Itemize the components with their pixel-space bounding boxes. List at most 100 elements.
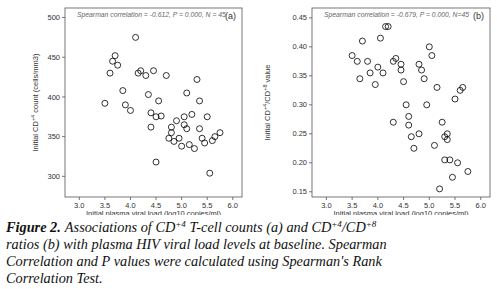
point bbox=[207, 170, 213, 176]
caption-line: ratios (b) with plasma HIV viral load le… bbox=[6, 236, 494, 253]
point bbox=[354, 58, 360, 64]
panel: 3.03.54.04.55.05.56.00.150.200.250.300.3… bbox=[262, 8, 490, 215]
point bbox=[204, 114, 210, 120]
y-tick bbox=[62, 17, 65, 18]
point bbox=[120, 88, 126, 94]
y-tick bbox=[309, 17, 312, 18]
point bbox=[179, 143, 185, 149]
point bbox=[421, 76, 427, 82]
x-tick bbox=[181, 197, 182, 200]
panel-label: (a) bbox=[225, 11, 236, 21]
y-tick-label: 400 bbox=[47, 93, 60, 102]
y-tick bbox=[309, 133, 312, 134]
point bbox=[138, 68, 144, 74]
plot-frame bbox=[312, 8, 490, 197]
point bbox=[465, 168, 471, 174]
point bbox=[181, 114, 187, 120]
point bbox=[439, 119, 445, 125]
y-tick bbox=[62, 57, 65, 58]
point bbox=[357, 76, 363, 82]
x-tick bbox=[480, 197, 481, 200]
point bbox=[197, 98, 203, 104]
caption-text: Associations of CD+4 T-cell counts (a) a… bbox=[65, 219, 376, 235]
point bbox=[168, 130, 174, 136]
y-tick-label: 300 bbox=[47, 172, 60, 181]
x-tick bbox=[429, 197, 430, 200]
y-tick bbox=[62, 96, 65, 97]
y-tick-label: 350 bbox=[47, 132, 60, 141]
caption-label: Figure 2. bbox=[6, 219, 61, 235]
point bbox=[102, 100, 108, 106]
point bbox=[191, 146, 197, 152]
point bbox=[447, 157, 453, 163]
point bbox=[197, 126, 203, 132]
y-tick-label: 0.35 bbox=[292, 71, 307, 80]
point bbox=[426, 44, 432, 50]
y-tick bbox=[62, 136, 65, 137]
y-tick-label: 500 bbox=[47, 13, 60, 22]
point bbox=[189, 111, 195, 117]
x-tick-label: 3.0 bbox=[321, 201, 331, 210]
figure: 3.03.54.04.55.05.56.0300350400450500Init… bbox=[0, 0, 497, 215]
caption-line: Correlation Test. bbox=[6, 270, 494, 287]
panel: 3.03.54.04.55.05.56.0300350400450500Init… bbox=[30, 8, 242, 215]
point bbox=[385, 24, 391, 30]
y-tick bbox=[309, 191, 312, 192]
point bbox=[153, 159, 159, 165]
point bbox=[174, 118, 180, 124]
y-tick-label: 0.40 bbox=[292, 42, 307, 51]
point bbox=[194, 76, 200, 82]
point bbox=[393, 55, 399, 61]
y-tick-label: 0.20 bbox=[292, 158, 307, 167]
points bbox=[349, 24, 471, 192]
point bbox=[411, 145, 417, 151]
y-tick bbox=[309, 75, 312, 76]
point bbox=[151, 68, 157, 74]
plot-frame bbox=[65, 8, 242, 197]
point bbox=[401, 79, 407, 85]
point bbox=[372, 82, 378, 88]
point bbox=[148, 110, 154, 116]
x-axis-label: Initial plasma viral load (log10 copies/… bbox=[333, 209, 469, 215]
point bbox=[143, 73, 149, 79]
x-tick bbox=[455, 197, 456, 200]
point bbox=[133, 34, 139, 40]
point bbox=[455, 160, 461, 166]
point bbox=[398, 61, 404, 67]
point bbox=[429, 53, 435, 59]
caption: Figure 2.Associations of CD+4 T-cell cou… bbox=[6, 219, 494, 287]
point bbox=[184, 126, 190, 132]
point bbox=[115, 62, 121, 68]
point bbox=[424, 102, 430, 108]
points bbox=[102, 34, 223, 176]
point bbox=[452, 96, 458, 102]
y-tick bbox=[62, 176, 65, 177]
point bbox=[375, 64, 381, 70]
y-tick-label: 450 bbox=[47, 53, 60, 62]
x-tick bbox=[207, 197, 208, 200]
point bbox=[184, 90, 190, 96]
point bbox=[359, 38, 365, 44]
point bbox=[148, 124, 154, 130]
x-tick bbox=[130, 197, 131, 200]
point bbox=[127, 107, 133, 113]
point bbox=[390, 119, 396, 125]
point bbox=[156, 98, 162, 104]
point bbox=[444, 137, 450, 143]
x-tick-label: 3.0 bbox=[74, 201, 84, 210]
caption-text: Correlation and P values were calculated… bbox=[6, 253, 382, 269]
point bbox=[408, 134, 414, 140]
x-tick bbox=[104, 197, 105, 200]
x-axis-label: Initial plasma viral load (log10 copies/… bbox=[86, 209, 222, 215]
y-tick bbox=[309, 46, 312, 47]
caption-text: Correlation Test. bbox=[6, 270, 103, 286]
point bbox=[431, 142, 437, 148]
annotation: Spearman correlation = -0.679, P = 0.000… bbox=[324, 11, 469, 19]
x-tick bbox=[352, 197, 353, 200]
point bbox=[406, 113, 412, 119]
annotation: Spearman correlation = -0.612, P = 0.000… bbox=[77, 11, 226, 19]
point bbox=[416, 131, 422, 137]
point bbox=[403, 102, 409, 108]
y-tick bbox=[309, 104, 312, 105]
point bbox=[367, 70, 373, 76]
